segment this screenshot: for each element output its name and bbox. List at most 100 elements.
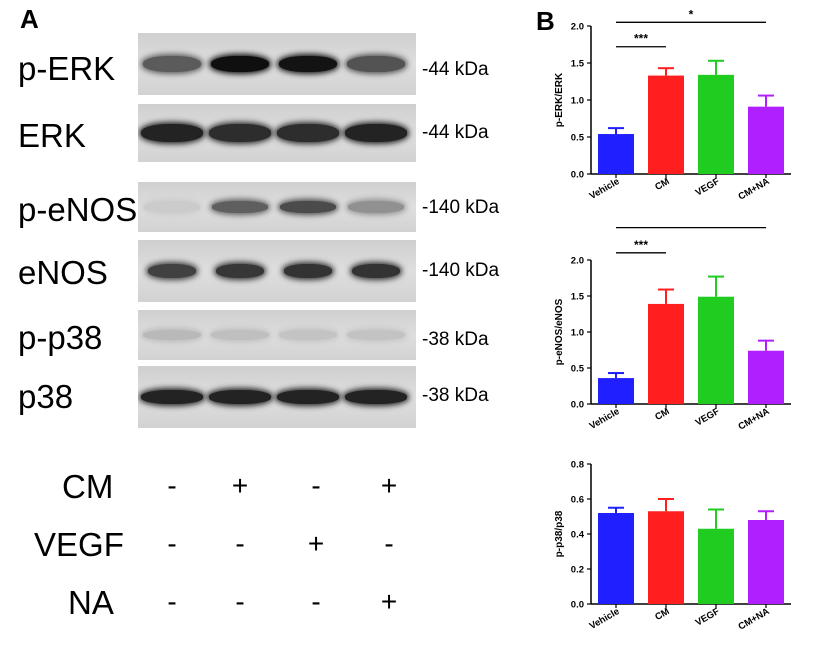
condition-label-cm: CM bbox=[62, 468, 114, 505]
y-tick-label: 0.0 bbox=[571, 400, 584, 411]
y-tick-label: 0.8 bbox=[571, 460, 584, 471]
blot-image-enos bbox=[138, 240, 416, 302]
blot-band bbox=[284, 264, 332, 278]
y-tick-label: 1.0 bbox=[571, 328, 584, 339]
blot-band bbox=[211, 330, 269, 340]
blot-image-p38 bbox=[138, 366, 416, 428]
blot-band bbox=[141, 124, 203, 142]
molecular-weight-label: -38 kDa bbox=[422, 385, 489, 406]
x-tick-label: VEGF bbox=[694, 406, 722, 429]
x-tick-label: CM+NA bbox=[737, 406, 772, 433]
blot-band bbox=[279, 56, 337, 72]
blot-band bbox=[209, 124, 271, 142]
y-tick-label: 0.4 bbox=[571, 530, 585, 541]
bar bbox=[648, 75, 684, 174]
chart-p-erk-ratio: 0.0 0.5 1.0 1.5 2.0 p-ERK/ERK Vehicle CM VEGF CM+… bbox=[554, 8, 791, 203]
blot-image-p-enos bbox=[138, 182, 416, 232]
bar bbox=[598, 134, 634, 174]
bar bbox=[698, 296, 734, 404]
bar bbox=[648, 511, 684, 604]
blot-band bbox=[347, 330, 405, 340]
blot-band bbox=[216, 264, 264, 278]
bar bbox=[698, 528, 734, 604]
y-tick-label: 1.0 bbox=[571, 96, 584, 107]
condition-sign: + bbox=[380, 470, 398, 501]
x-tick-label: CM bbox=[653, 606, 671, 623]
condition-label-na: NA bbox=[68, 584, 114, 621]
blot-label-p-enos: p-eNOS bbox=[18, 191, 138, 228]
blot-label-enos: eNOS bbox=[18, 254, 108, 291]
molecular-weight-label: -38 kDa bbox=[422, 329, 489, 350]
condition-sign: + bbox=[380, 586, 398, 617]
panel-b-letter: B bbox=[536, 6, 555, 36]
blot-label-p38: p38 bbox=[18, 378, 74, 415]
significance-marker: * bbox=[689, 226, 694, 227]
condition-sign: - bbox=[384, 528, 394, 559]
condition-sign: + bbox=[231, 470, 249, 501]
blot-image-p-p38 bbox=[138, 310, 416, 360]
blot-band bbox=[211, 56, 269, 72]
blot-band bbox=[345, 390, 407, 404]
y-tick-label: 0.5 bbox=[571, 364, 585, 375]
x-tick-label: CM bbox=[653, 176, 671, 193]
molecular-weight-label: -44 kDa bbox=[422, 122, 489, 143]
y-axis-title: p-eNOS/eNOS bbox=[554, 298, 565, 365]
condition-sign: - bbox=[167, 586, 177, 617]
condition-label-vegf: VEGF bbox=[34, 526, 124, 563]
condition-sign: - bbox=[235, 528, 245, 559]
y-tick-label: 1.5 bbox=[571, 292, 585, 303]
y-tick-label: 0.5 bbox=[571, 133, 585, 144]
blot-band bbox=[352, 264, 400, 278]
condition-sign: + bbox=[307, 528, 325, 559]
bar bbox=[748, 520, 784, 604]
blot-band bbox=[345, 124, 407, 142]
blot-band bbox=[347, 56, 405, 72]
x-tick-label: Vehicle bbox=[588, 176, 622, 202]
blot-band bbox=[348, 201, 404, 213]
y-tick-label: 0.0 bbox=[571, 600, 584, 611]
condition-sign: - bbox=[167, 470, 177, 501]
blot-band bbox=[212, 201, 268, 213]
bar bbox=[598, 378, 634, 404]
y-axis-title: p-p38/p38 bbox=[554, 510, 565, 557]
x-tick-label: CM bbox=[653, 406, 671, 423]
significance-marker: *** bbox=[634, 238, 648, 252]
y-tick-label: 0.2 bbox=[571, 565, 584, 576]
condition-sign: - bbox=[167, 528, 177, 559]
molecular-weight-label: -140 kDa bbox=[422, 197, 500, 218]
x-tick-label: Vehicle bbox=[588, 606, 622, 632]
blot-band bbox=[277, 124, 339, 142]
y-tick-label: 1.5 bbox=[571, 59, 585, 70]
blot-band bbox=[141, 390, 203, 404]
blot-image-p-erk bbox=[138, 33, 416, 95]
bar bbox=[698, 74, 734, 174]
x-tick-label: VEGF bbox=[694, 606, 722, 629]
condition-sign: - bbox=[311, 470, 321, 501]
condition-sign: - bbox=[311, 586, 321, 617]
chart-p-enos-ratio: 0.0 0.5 1.0 1.5 2.0 p-eNOS/eNOS Vehicle CM VEGF C… bbox=[554, 226, 791, 433]
y-axis-title: p-ERK/ERK bbox=[554, 72, 565, 127]
blot-label-p-p38: p-p38 bbox=[18, 319, 103, 356]
blot-band bbox=[144, 201, 200, 213]
blot-band bbox=[277, 390, 339, 404]
chart-p-p38-ratio: 0.0 0.2 0.4 0.6 0.8 p-p38/p38 Vehicle CM VEGF CM+… bbox=[554, 460, 791, 633]
blot-label-erk: ERK bbox=[18, 117, 86, 154]
x-tick-label: VEGF bbox=[694, 176, 722, 199]
x-tick-label: CM+NA bbox=[737, 606, 772, 633]
blot-band bbox=[280, 201, 336, 213]
blot-band bbox=[279, 330, 337, 340]
blot-band bbox=[143, 56, 201, 72]
y-tick-label: 0.6 bbox=[571, 495, 584, 506]
bar bbox=[748, 350, 784, 404]
blot-band bbox=[143, 330, 201, 340]
molecular-weight-label: -44 kDa bbox=[422, 59, 489, 80]
blot-band bbox=[148, 264, 196, 278]
significance-marker: *** bbox=[634, 32, 648, 46]
blot-image-erk bbox=[138, 104, 416, 162]
molecular-weight-label: -140 kDa bbox=[422, 260, 500, 281]
bar bbox=[648, 303, 684, 404]
x-tick-label: CM+NA bbox=[737, 176, 772, 203]
bar bbox=[748, 106, 784, 174]
blot-band bbox=[209, 390, 271, 404]
y-tick-label: 0.0 bbox=[571, 170, 584, 181]
